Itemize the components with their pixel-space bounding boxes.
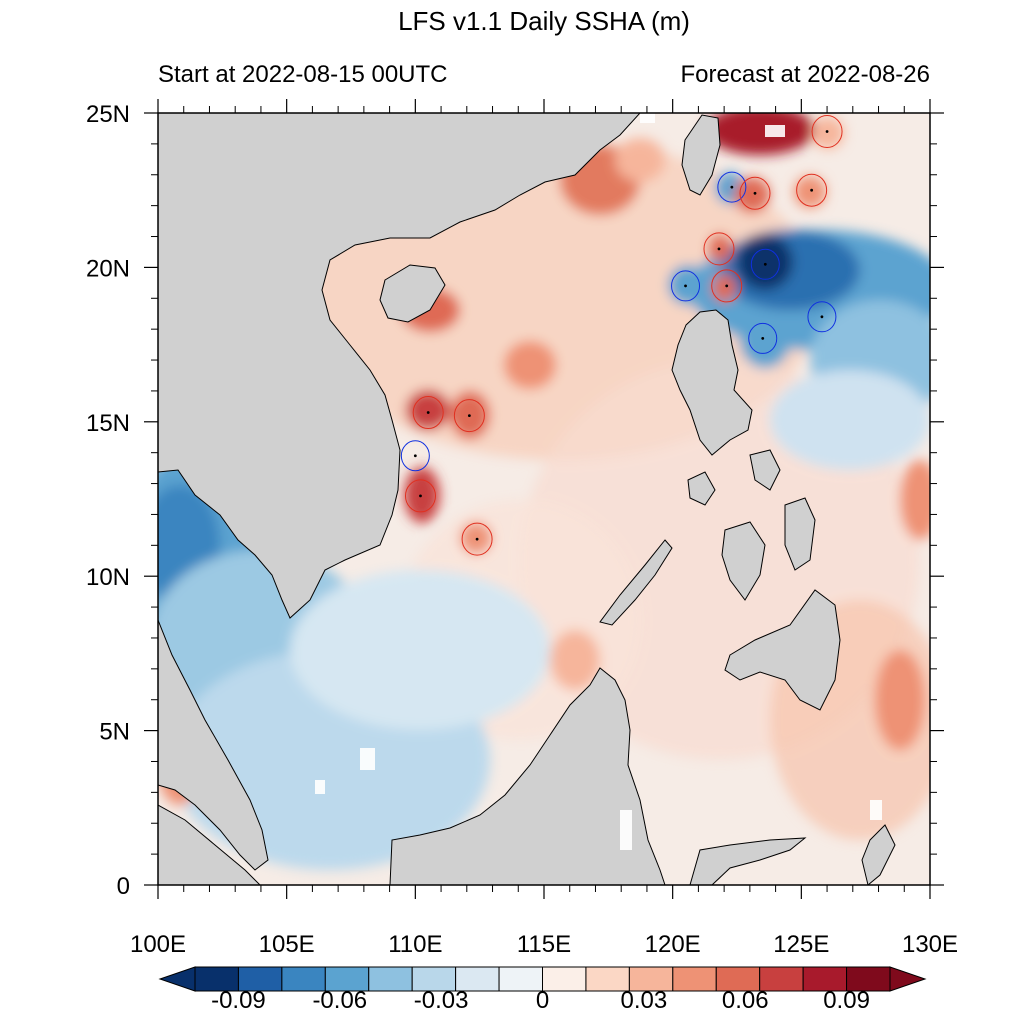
start-label: Start at 2022-08-15 00UTC <box>158 61 448 88</box>
colorbar-label: 0.03 <box>620 987 667 1014</box>
eddy-center-dot <box>763 262 767 266</box>
y-tick-label: 20N <box>86 255 130 282</box>
y-tick-label: 0 <box>117 873 130 900</box>
colorbar-high-triangle <box>889 966 927 992</box>
mindoro <box>687 471 716 506</box>
eddy-center-dot <box>717 247 721 251</box>
colorbar-box <box>455 966 500 992</box>
colorbar-box <box>542 966 587 992</box>
colorbar-boxes <box>158 966 927 992</box>
colorbar-label: -0.03 <box>414 987 469 1014</box>
y-tick-label: 25N <box>86 101 130 128</box>
sumatra <box>158 804 261 885</box>
colorbar-box <box>411 966 457 992</box>
colorbar-box <box>672 966 717 992</box>
luzon <box>671 309 753 456</box>
eddy-center-dot <box>753 191 757 195</box>
anticyclonic-eddy-ring <box>453 399 485 433</box>
colorbar-box <box>802 966 848 992</box>
map-plot-area <box>158 113 930 885</box>
eddy-center-dot <box>730 185 734 189</box>
coastal-mask <box>315 113 882 850</box>
x-tick-label: 110E <box>388 931 442 958</box>
anticyclonic-eddy-ring <box>711 269 743 303</box>
map-axes: 100E 105E 110E 115E 120E 125E 130E 0 5N 10N 15N 20N… <box>86 99 958 958</box>
panay-negros <box>721 521 766 601</box>
colorbar-low-triangle <box>158 966 196 992</box>
eddy-center-dot <box>426 411 430 414</box>
mainland-asia <box>158 113 641 619</box>
anticyclonic-eddy-ring <box>703 232 735 266</box>
anticyclonic-eddy-ring <box>412 396 444 430</box>
cyclonic-eddy-ring <box>717 171 747 203</box>
borneo <box>389 667 666 885</box>
palawan <box>599 539 673 626</box>
y-tick-label: 5N <box>99 719 130 746</box>
colorbar-box <box>368 966 413 992</box>
cyclonic-eddy-ring <box>671 270 701 302</box>
colorbar-label: 0.06 <box>722 987 769 1014</box>
eddy-center-dot <box>825 130 829 133</box>
cyclonic-eddy-ring <box>748 322 778 354</box>
eddy-markers <box>400 115 843 556</box>
cyclonic-eddy-ring <box>750 248 780 280</box>
eddy-center-dot <box>419 494 422 498</box>
y-tick-label: 15N <box>86 410 130 437</box>
forecast-label: Forecast at 2022-08-26 <box>681 61 930 88</box>
x-tick-label: 100E <box>130 931 186 958</box>
x-tick-label: 120E <box>645 931 701 958</box>
leyte-bohol <box>784 497 816 571</box>
hainan-island <box>379 264 446 323</box>
eddy-center-dot <box>467 414 471 418</box>
x-tick-label: 130E <box>902 931 958 958</box>
colorbar: -0.09 -0.06 -0.03 0 0.03 0.06 0.09 <box>158 966 927 1014</box>
anticyclonic-eddy-ring <box>404 479 436 513</box>
colorbar-label: 0.09 <box>823 987 870 1014</box>
x-tick-label: 105E <box>259 931 315 958</box>
colorbar-box <box>324 966 370 992</box>
anticyclonic-eddy-ring <box>739 176 771 210</box>
malay-peninsula <box>158 619 269 871</box>
anticyclonic-eddy-ring <box>461 522 493 556</box>
colorbar-label: -0.09 <box>211 987 266 1014</box>
anticyclonic-eddy-ring <box>811 115 843 149</box>
eddy-center-dot <box>820 315 824 319</box>
x-tick-label: 115E <box>517 931 571 958</box>
mindanao <box>724 589 841 711</box>
cyclonic-eddy-ring <box>400 440 430 472</box>
x-tick-label: 125E <box>773 931 829 958</box>
colorbar-box <box>846 966 891 992</box>
eddy-center-dot <box>413 454 417 458</box>
anticyclonic-eddy-ring <box>796 173 828 207</box>
taiwan <box>681 114 721 196</box>
colorbar-box <box>628 966 674 992</box>
colorbar-label: 0 <box>536 987 549 1014</box>
eddy-center-dot <box>725 284 729 288</box>
halmahera <box>861 824 896 885</box>
eddy-center-dot <box>810 188 814 192</box>
y-tick-label: 10N <box>86 564 130 591</box>
land <box>158 113 896 885</box>
eddy-center-dot <box>761 337 765 340</box>
colorbar-labels: -0.09 -0.06 -0.03 0 0.03 0.06 0.09 <box>211 987 870 1014</box>
colorbar-box <box>194 966 239 992</box>
cyclonic-eddy-ring <box>807 301 837 333</box>
eddy-center-dot <box>475 537 479 541</box>
colorbar-box <box>759 966 804 992</box>
colorbar-box <box>715 966 761 992</box>
eddy-center-dot <box>684 284 687 288</box>
figure-title: LFS v1.1 Daily SSHA (m) <box>398 6 690 36</box>
visayas-samar <box>749 449 781 491</box>
sulawesi <box>689 837 807 885</box>
colorbar-label: -0.06 <box>312 987 367 1014</box>
